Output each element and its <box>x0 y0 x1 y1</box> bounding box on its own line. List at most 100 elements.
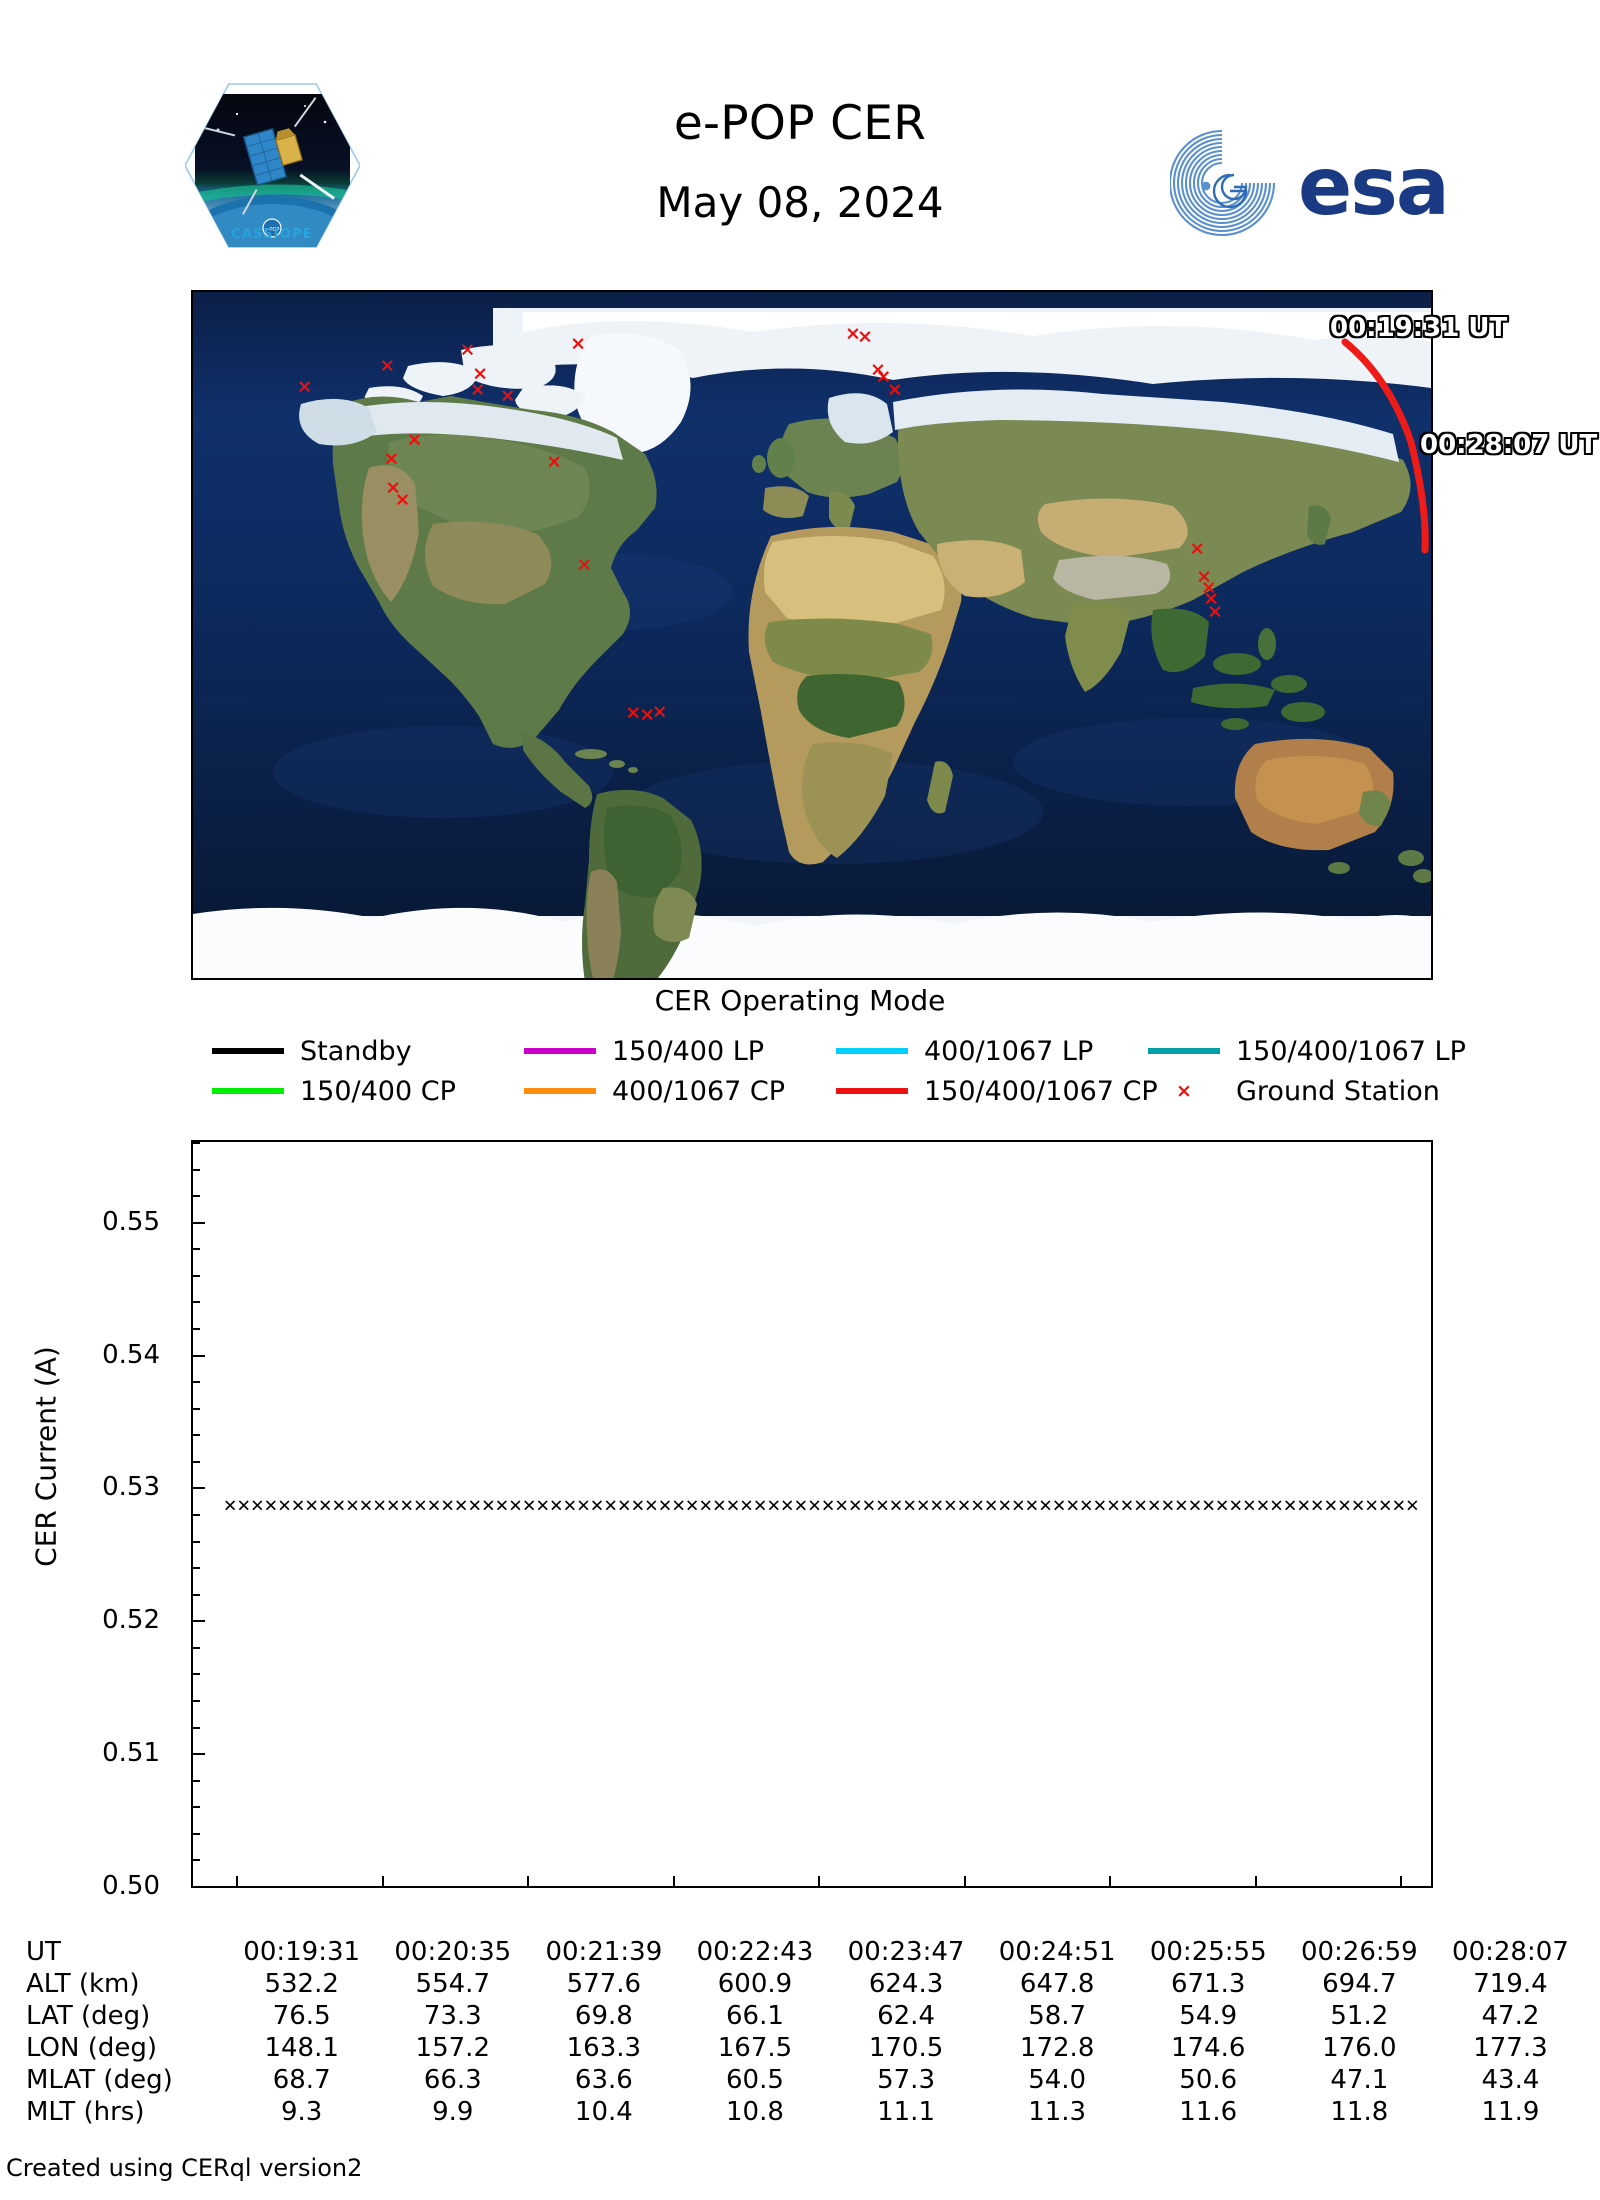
ground-station-marker: × <box>625 701 642 724</box>
table-cell: 00:24:51 <box>998 1937 1116 1967</box>
ground-station-marker: × <box>639 703 656 726</box>
y-axis-minor-tick <box>193 1354 200 1357</box>
table-cell: 62.4 <box>877 2001 935 2031</box>
data-point-marker: ✕ <box>331 1496 346 1517</box>
data-point-marker: ✕ <box>916 1496 931 1517</box>
table-cell: 00:22:43 <box>696 1937 814 1967</box>
cassiope-satellite-hexagon-logo: e-POP CASSIOPE <box>184 78 361 253</box>
y-axis-minor-tick <box>193 1248 200 1251</box>
legend-row: 150/400 CP 400/1067 CP 150/400/1067 CP × Gro… <box>212 1072 1452 1110</box>
ground-station-marker: × <box>406 428 423 451</box>
x-axis-tick <box>672 1876 675 1886</box>
table-row-label: MLAT (deg) <box>26 2065 173 2095</box>
data-point-marker: ✕ <box>1024 1496 1040 1517</box>
y-tick-label: 0.52 <box>102 1605 160 1636</box>
table-row-label: ALT (km) <box>26 1969 140 1999</box>
esa-agency-logo: esa <box>1168 128 1460 238</box>
svg-text:e-POP: e-POP <box>265 227 280 233</box>
y-axis-minor-tick <box>193 1142 200 1144</box>
table-cell: 11.8 <box>1330 2097 1389 2127</box>
data-point-marker: ✕ <box>535 1496 550 1517</box>
ground-station-marker: × <box>546 450 563 473</box>
table-row: LAT (deg) 76.5 73.3 69.8 66.1 62.4 58.7 54.9 51.… <box>26 2000 1586 2032</box>
table-cell: 554.7 <box>415 1969 490 1999</box>
data-point-marker: ✕ <box>277 1496 292 1517</box>
legend-color-swatch <box>836 1088 908 1094</box>
table-row-label: LON (deg) <box>26 2033 158 2063</box>
legend-label: 150/400 LP <box>612 1035 765 1067</box>
data-point-marker: ✕ <box>820 1496 836 1517</box>
table-cell: 47.2 <box>1481 2001 1540 2031</box>
table-cell: 60.5 <box>726 2065 784 2095</box>
x-axis-tick <box>963 1876 966 1886</box>
y-axis-minor-tick <box>193 1646 200 1649</box>
data-point-marker: ✕ <box>1133 1496 1148 1517</box>
data-point-marker: ✕ <box>1391 1496 1406 1517</box>
data-point-marker: ✕ <box>494 1496 510 1517</box>
legend-item-150-400-1067-cp[interactable]: 150/400/1067 CP <box>836 1072 1158 1110</box>
ground-station-marker: × <box>459 338 476 361</box>
y-axis-minor-tick <box>193 1434 200 1437</box>
table-cell: 694.7 <box>1322 1969 1397 1999</box>
data-point-marker: ✕ <box>1011 1496 1026 1517</box>
legend-label: Standby <box>300 1035 412 1067</box>
ground-station-marker: × <box>383 447 400 470</box>
y-tick-label: 0.54 <box>102 1339 160 1370</box>
y-axis-minor-tick <box>193 1806 200 1809</box>
data-point-marker: ✕ <box>657 1496 673 1517</box>
data-point-marker: ✕ <box>834 1496 849 1517</box>
cer-current-plot-frame[interactable] <box>191 1140 1433 1888</box>
data-point-marker: ✕ <box>766 1496 781 1517</box>
orbit-parameter-table-body: UT 00:19:31 00:20:35 00:21:39 00:22:43 00:23:… <box>26 1936 1586 2128</box>
legend-item-150-400-1067-lp[interactable]: 150/400/1067 LP <box>1148 1032 1466 1070</box>
data-point-marker: ✕ <box>1038 1496 1053 1517</box>
y-axis-minor-tick <box>193 1514 200 1516</box>
table-cell: 11.9 <box>1481 2097 1540 2127</box>
data-point-marker: ✕ <box>902 1496 917 1517</box>
table-cell: 170.5 <box>868 2033 944 2063</box>
table-row: LON (deg) 148.1 157.2 163.3 167.5 170.5 172.8 1… <box>26 2032 1586 2064</box>
data-point-marker: ✕ <box>372 1496 387 1517</box>
legend-item-ground-station[interactable]: × Ground Station <box>1148 1072 1440 1110</box>
legend-item-150-400-lp[interactable]: 150/400 LP <box>524 1032 764 1070</box>
data-point-marker: ✕ <box>263 1496 279 1517</box>
legend-x-marker-icon: × <box>1176 1080 1192 1102</box>
y-axis-minor-tick <box>193 1274 200 1277</box>
y-axis-minor-tick <box>193 1832 200 1835</box>
data-point-marker: ✕ <box>426 1496 442 1517</box>
ground-station-marker: × <box>385 476 402 499</box>
legend-item-400-1067-lp[interactable]: 400/1067 LP <box>836 1032 1093 1070</box>
ground-station-marker: × <box>1207 600 1223 623</box>
y-axis-minor-tick <box>193 1195 200 1198</box>
y-axis-minor-tick <box>193 1673 200 1676</box>
data-point-marker: ✕ <box>454 1496 469 1517</box>
table-cell: 73.3 <box>423 2001 482 2031</box>
legend-item-400-1067-cp[interactable]: 400/1067 CP <box>524 1072 785 1110</box>
data-point-marker: ✕ <box>685 1496 700 1517</box>
table-cell: 647.8 <box>1019 1969 1095 1999</box>
legend-item-standby[interactable]: Standby <box>212 1032 412 1070</box>
data-point-marker: ✕ <box>725 1496 741 1517</box>
y-axis-minor-tick <box>193 1487 200 1490</box>
data-point-marker: ✕ <box>1228 1496 1243 1517</box>
ground-station-marker: × <box>469 378 486 401</box>
data-point-marker: ✕ <box>440 1496 455 1517</box>
legend-item-150-400-cp[interactable]: 150/400 CP <box>212 1072 456 1110</box>
ground-station-marker: × <box>1200 576 1217 599</box>
data-point-marker: ✕ <box>753 1496 768 1517</box>
data-point-marker: ✕ <box>1160 1496 1175 1517</box>
ground-station-marker: × <box>844 322 861 345</box>
table-cell: 00:20:35 <box>394 1937 512 1967</box>
data-point-marker: ✕ <box>589 1496 605 1517</box>
data-point-marker: ✕ <box>1079 1496 1094 1517</box>
legend-color-swatch <box>836 1048 908 1054</box>
world-map-panel[interactable]: × × × × × × × × × × × × × × × × × × × × × × × × × × <box>191 290 1433 980</box>
table-cell: 00:21:39 <box>545 1937 663 1967</box>
data-point-marker: ✕ <box>943 1496 958 1517</box>
table-cell: 50.6 <box>1179 2065 1238 2095</box>
data-point-marker: ✕ <box>1296 1496 1311 1517</box>
ground-station-marker: × <box>1196 565 1212 588</box>
table-cell: 57.3 <box>877 2065 935 2095</box>
ground-station-marker: × <box>296 375 313 398</box>
table-cell: 174.6 <box>1171 2033 1246 2063</box>
